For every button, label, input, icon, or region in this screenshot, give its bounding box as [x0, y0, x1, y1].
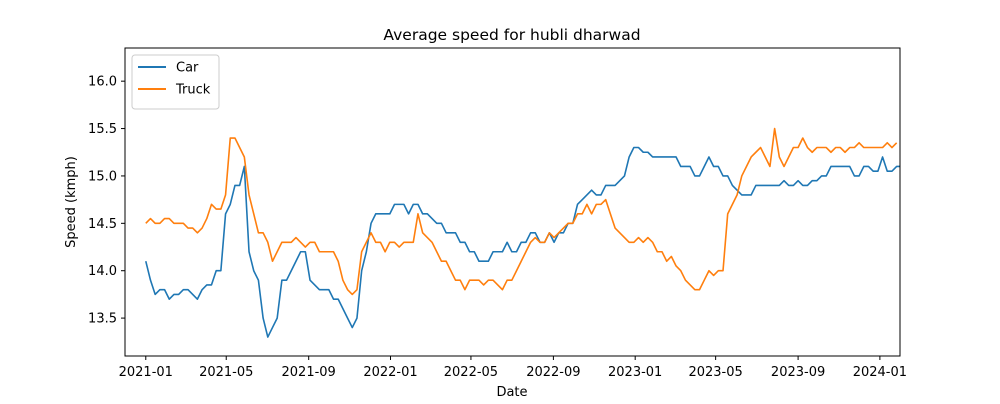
y-axis: 13.5 14.0 14.5 15.0 15.5 16.0: [88, 75, 125, 327]
legend-box: [131, 54, 220, 110]
x-tick-label: 2021-05: [199, 365, 253, 380]
x-tick-label: 2023-09: [771, 365, 825, 380]
x-tick-label: 2022-05: [444, 365, 498, 380]
x-tick-label: 2023-01: [608, 365, 662, 380]
series-line-car: [145, 146, 900, 338]
series-layer: [145, 127, 900, 338]
series-line-truck: [145, 127, 898, 296]
y-axis-label: Speed (kmph): [64, 156, 79, 248]
legend: Car Truck: [131, 54, 220, 110]
x-tick-label: 2021-09: [282, 365, 336, 380]
y-tick-label: 15.5: [88, 122, 117, 137]
plot-frame: [124, 47, 901, 357]
y-tick-label: 13.5: [88, 312, 117, 327]
x-axis: 2021-01 2021-05 2021-09 2022-01 2022-05 2022-…: [119, 356, 907, 380]
x-tick-label: 2022-01: [363, 365, 417, 380]
chart-title: Average speed for hubli dharwad: [383, 26, 640, 44]
legend-label-car: Car: [176, 61, 199, 76]
y-tick-label: 14.0: [88, 264, 117, 279]
x-axis-label: Date: [496, 385, 527, 400]
x-tick-label: 2023-05: [688, 365, 742, 380]
x-tick-label: 2022-09: [526, 365, 580, 380]
y-tick-label: 15.0: [88, 169, 117, 184]
y-tick-label: 14.5: [88, 217, 117, 232]
x-tick-label: 2021-01: [119, 365, 173, 380]
legend-label-truck: Truck: [175, 83, 211, 98]
y-tick-label: 16.0: [88, 75, 117, 90]
x-tick-label: 2024-01: [853, 365, 907, 380]
